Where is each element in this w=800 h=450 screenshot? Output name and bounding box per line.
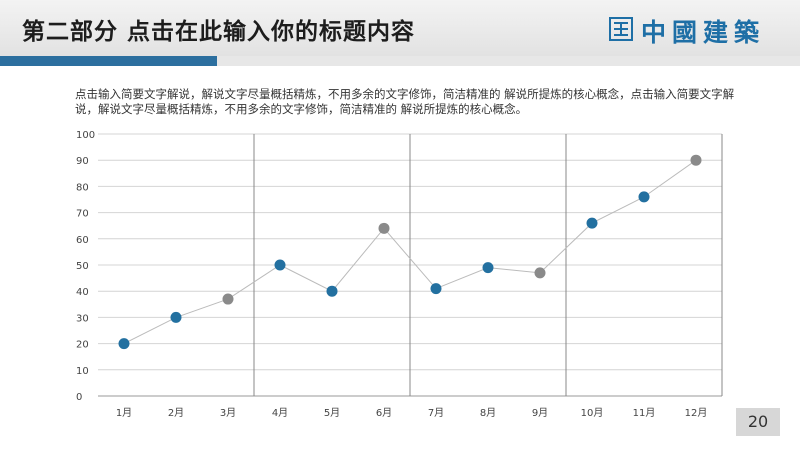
data-point [170, 311, 182, 323]
x-tick-label: 9月 [532, 407, 548, 419]
y-tick-label: 20 [76, 340, 89, 351]
y-tick-label: 60 [76, 235, 89, 246]
y-tick-label: 100 [76, 130, 95, 141]
logo-mark-icon [609, 17, 633, 41]
y-tick-label: 10 [76, 366, 89, 377]
y-tick-label: 80 [76, 182, 89, 193]
data-point [430, 283, 442, 295]
x-tick-label: 12月 [685, 407, 708, 419]
x-tick-label: 10月 [581, 407, 604, 419]
y-tick-label: 90 [76, 156, 89, 167]
description-text: 点击输入简要文字解说，解说文字尽量概括精炼，不用多余的文字修饰，简洁精准的 解说… [75, 87, 735, 116]
page-number: 20 [736, 408, 780, 436]
page-title: 第二部分 点击在此输入你的标题内容 [22, 19, 416, 45]
series-line [123, 159, 697, 345]
data-point [274, 259, 286, 271]
accent-bar [0, 56, 217, 66]
data-point [118, 338, 130, 350]
x-tick-label: 2月 [168, 407, 184, 419]
divider-bar [217, 56, 800, 66]
y-tick-label: 50 [76, 261, 89, 272]
y-tick-label: 40 [76, 287, 89, 298]
data-point [378, 222, 390, 234]
x-tick-label: 3月 [220, 407, 236, 419]
x-tick-label: 6月 [376, 407, 392, 419]
data-point [482, 262, 494, 274]
x-tick-label: 4月 [272, 407, 288, 419]
y-tick-label: 70 [76, 209, 89, 220]
data-point [326, 285, 338, 297]
data-point [222, 293, 234, 305]
x-tick-label: 1月 [116, 407, 132, 419]
x-tick-label: 7月 [428, 407, 444, 419]
x-tick-label: 11月 [633, 407, 656, 419]
data-point [586, 217, 598, 229]
x-tick-label: 5月 [324, 407, 340, 419]
logo-text: 中國建築 [641, 18, 766, 47]
data-point [638, 191, 650, 203]
data-point [534, 267, 546, 279]
x-tick-label: 8月 [480, 407, 496, 419]
company-logo: 中國建築 [609, 15, 779, 47]
data-point [690, 154, 702, 166]
y-tick-label: 0 [76, 392, 82, 403]
y-tick-label: 30 [76, 313, 89, 324]
header-bar [0, 0, 800, 56]
